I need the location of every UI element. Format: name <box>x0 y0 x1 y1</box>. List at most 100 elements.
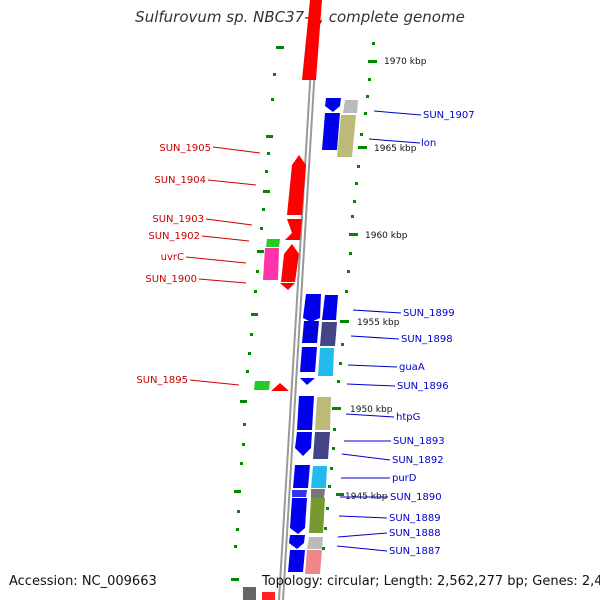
gene-gray <box>243 587 256 600</box>
gene-uvrc <box>263 248 279 280</box>
gene-label-sun1904: SUN_1904 <box>154 175 206 186</box>
map-title: Sulfurovum sp. NBC37-1, complete genome <box>135 8 465 26</box>
gene-label-sun1898: SUN_1898 <box>401 334 453 345</box>
leader-line <box>212 146 261 154</box>
left-labels: SUN_1905 SUN_1904 SUN_1903 SUN_1902 uvrC… <box>136 143 211 386</box>
gene-label-sun1903: SUN_1903 <box>152 214 204 225</box>
gene-sun1902 <box>266 239 280 247</box>
gc-mark <box>347 270 350 273</box>
gene-green <box>254 381 270 390</box>
leader-line <box>336 545 388 552</box>
gene-label-htpg: htpG <box>396 412 420 423</box>
gc-mark <box>251 313 258 316</box>
leader-line <box>345 413 395 418</box>
gc-mark <box>333 428 336 431</box>
gc-mark <box>364 112 367 115</box>
gene-label-sun1888: SUN_1888 <box>389 528 441 539</box>
gene-forward <box>293 465 310 488</box>
gene-reverse <box>302 0 322 80</box>
gene-forward <box>303 294 321 322</box>
gc-mark <box>332 447 335 450</box>
gene-reverse-sun1903 <box>285 219 302 240</box>
gene-guaa <box>318 348 334 376</box>
scale-label-1955: 1955 kbp <box>357 318 400 328</box>
gene-gray <box>307 537 323 549</box>
gc-mark <box>351 215 354 218</box>
gc-mark <box>256 270 259 273</box>
leader-line <box>352 309 402 314</box>
gc-mark <box>237 510 240 513</box>
gc-mark <box>262 208 265 211</box>
gene-reverse-tail <box>280 283 295 290</box>
gc-mark <box>360 133 363 136</box>
gene-sun1893 <box>295 432 312 456</box>
accession-text: Accession: NC_009663 <box>9 574 157 589</box>
gene-forward <box>300 347 317 372</box>
gene-label-guaa: guaA <box>399 362 425 373</box>
gene-reverse-head <box>284 244 299 254</box>
gene-forward <box>325 98 341 112</box>
gene-sun1888 <box>289 535 305 549</box>
backbone-line-inner <box>280 0 318 600</box>
left-label-lines <box>185 146 261 386</box>
gene-label-sun1893: SUN_1893 <box>393 436 445 447</box>
leader-line <box>338 515 388 519</box>
leader-line <box>337 532 388 538</box>
gene-reverse <box>262 592 275 600</box>
gene-sun1898 <box>320 322 337 346</box>
scale-tick <box>336 493 344 496</box>
summary-text: Topology: circular; Length: 2,562,277 bp… <box>262 574 600 589</box>
scale-label-1960: 1960 kbp <box>365 231 408 241</box>
scale-label-1970: 1970 kbp <box>384 57 427 67</box>
gene-label-sun1887: SUN_1887 <box>389 546 441 557</box>
gene-label-sun1895: SUN_1895 <box>136 375 188 386</box>
gc-mark <box>341 343 344 346</box>
gc-mark <box>349 252 352 255</box>
gc-mark <box>345 290 348 293</box>
gc-mark <box>234 490 241 493</box>
gc-mark <box>355 182 358 185</box>
gene-label-sun1902: SUN_1902 <box>148 231 200 242</box>
gc-mark <box>330 467 333 470</box>
gc-mark <box>267 152 270 155</box>
gc-mark <box>234 545 237 548</box>
forward-strand-genes <box>288 98 358 574</box>
leader-line <box>373 110 422 116</box>
gc-mark <box>326 507 329 510</box>
leader-line <box>185 256 247 264</box>
gene-sun1890 <box>292 490 307 497</box>
gc-mark <box>266 135 273 138</box>
gc-mark <box>250 333 253 336</box>
leader-line <box>189 379 240 386</box>
gene-forward <box>302 321 319 343</box>
gc-mark <box>260 227 263 230</box>
gene-purd <box>311 466 327 488</box>
scale-tick <box>369 60 377 63</box>
gc-mark <box>257 250 264 253</box>
gc-mark <box>263 190 270 193</box>
leader-line <box>347 364 398 368</box>
leader-line <box>368 138 421 144</box>
right-label-lines <box>336 110 422 552</box>
gene-reverse-sun1900 <box>281 254 299 282</box>
gene-forward-sun1907 <box>322 113 340 150</box>
gc-mark <box>242 443 245 446</box>
scale-tick <box>341 320 349 323</box>
gene-sun1899 <box>322 295 338 320</box>
gene-label-sun1892: SUN_1892 <box>392 455 444 466</box>
gc-mark <box>243 423 246 426</box>
gc-mark <box>337 380 340 383</box>
gc-mark <box>271 98 274 101</box>
gene-htpg <box>315 397 331 430</box>
gene-gray <box>343 100 358 113</box>
gc-mark <box>246 370 249 373</box>
leader-line <box>350 335 400 340</box>
scale-label-1950: 1950 kbp <box>350 405 393 415</box>
gene-label-sun1896: SUN_1896 <box>397 381 449 392</box>
leader-line <box>198 278 247 284</box>
gc-mark <box>273 73 276 76</box>
gene-reverse-sun1895 <box>271 383 289 391</box>
gene-pink <box>305 550 322 574</box>
leader-line <box>205 218 253 226</box>
scale-tick <box>350 233 358 236</box>
